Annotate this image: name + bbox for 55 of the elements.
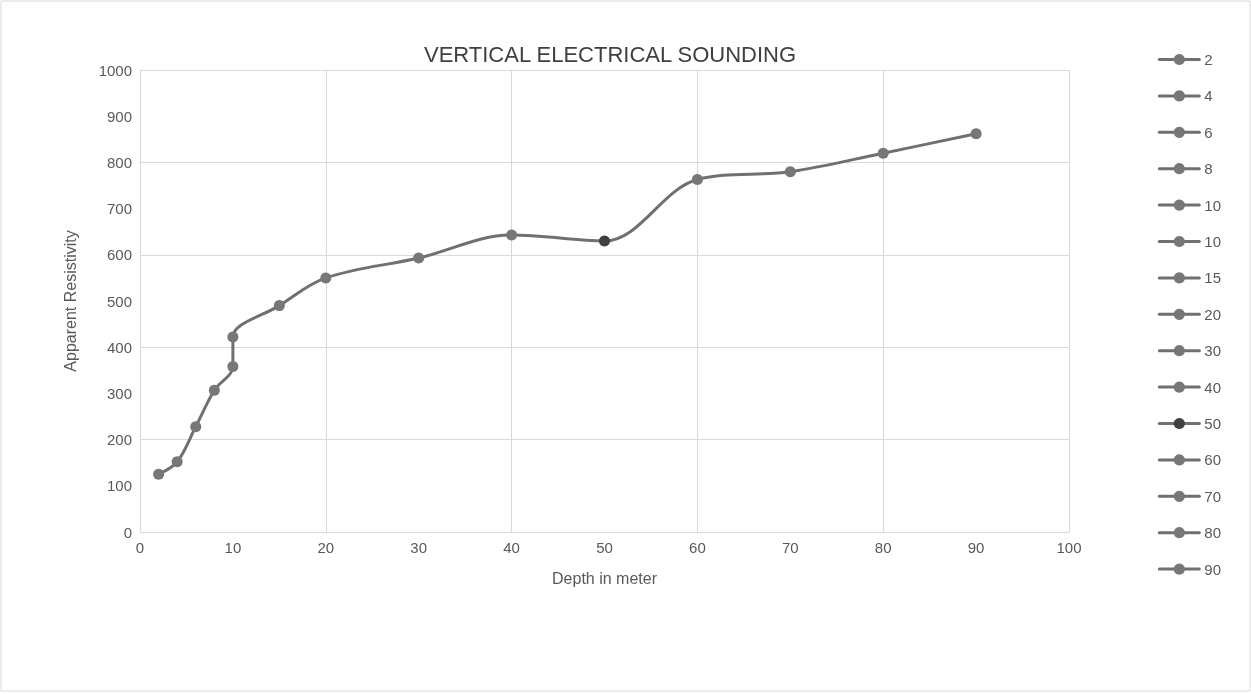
legend-label: 2 bbox=[1204, 51, 1213, 68]
y-axis-title: Apparent Resistivity bbox=[61, 230, 79, 372]
point bbox=[320, 272, 332, 284]
y-tick-label: 400 bbox=[106, 338, 132, 356]
legend-label: 30 bbox=[1204, 342, 1221, 360]
legend-label: 40 bbox=[1204, 378, 1221, 396]
point bbox=[506, 229, 518, 241]
y-tick-label: 900 bbox=[106, 107, 132, 125]
x-tick-label: 60 bbox=[689, 539, 706, 556]
legend-label: 10 bbox=[1204, 196, 1221, 214]
chart-title: VERTICAL ELECTRICAL SOUNDING bbox=[423, 41, 797, 67]
x-tick-label: 40 bbox=[503, 539, 520, 556]
legend-label: 8 bbox=[1204, 160, 1213, 178]
x-tick-label: 30 bbox=[410, 539, 428, 556]
x-axis-title: Depth in meter bbox=[552, 569, 658, 587]
y-tick-label: 300 bbox=[106, 384, 132, 402]
legend-label: 10 bbox=[1204, 233, 1221, 250]
point bbox=[599, 235, 610, 247]
x-tick-label: 80 bbox=[874, 539, 892, 556]
x-tick-label: 20 bbox=[317, 539, 335, 556]
y-tick-label: 800 bbox=[106, 153, 132, 171]
y-tick-label: 600 bbox=[106, 246, 132, 264]
legend-label: 90 bbox=[1204, 560, 1221, 578]
point bbox=[877, 147, 889, 159]
x-tick-label: 100 bbox=[1056, 539, 1082, 556]
legend-label: 15 bbox=[1204, 269, 1221, 287]
y-tick-label: 500 bbox=[106, 292, 132, 310]
point bbox=[190, 421, 202, 433]
point bbox=[413, 252, 425, 264]
legend-label: 70 bbox=[1204, 487, 1221, 505]
point bbox=[784, 166, 796, 178]
point bbox=[153, 468, 165, 480]
y-tick-label: 0 bbox=[123, 523, 132, 541]
x-tick-label: 70 bbox=[781, 539, 799, 556]
point bbox=[691, 174, 703, 185]
legend-label: 6 bbox=[1204, 123, 1213, 141]
legend-label: 50 bbox=[1204, 415, 1221, 432]
point bbox=[208, 384, 220, 396]
legend-label: 20 bbox=[1204, 305, 1221, 323]
legend-label: 60 bbox=[1204, 451, 1221, 469]
x-tick-label: 10 bbox=[224, 539, 242, 556]
x-tick-label: 50 bbox=[596, 539, 613, 556]
legend-label: 80 bbox=[1204, 524, 1221, 542]
y-tick-label: 1000 bbox=[98, 61, 132, 79]
point bbox=[970, 128, 982, 140]
point bbox=[227, 331, 239, 343]
y-tick-label: 200 bbox=[106, 431, 132, 449]
y-tick-label: 100 bbox=[106, 477, 132, 495]
legend-label: 4 bbox=[1204, 87, 1213, 105]
x-tick-label: 0 bbox=[135, 539, 145, 556]
point bbox=[273, 300, 285, 312]
y-tick-label: 700 bbox=[106, 200, 132, 218]
point bbox=[227, 361, 239, 373]
x-tick-label: 90 bbox=[967, 539, 985, 556]
point bbox=[171, 456, 183, 468]
